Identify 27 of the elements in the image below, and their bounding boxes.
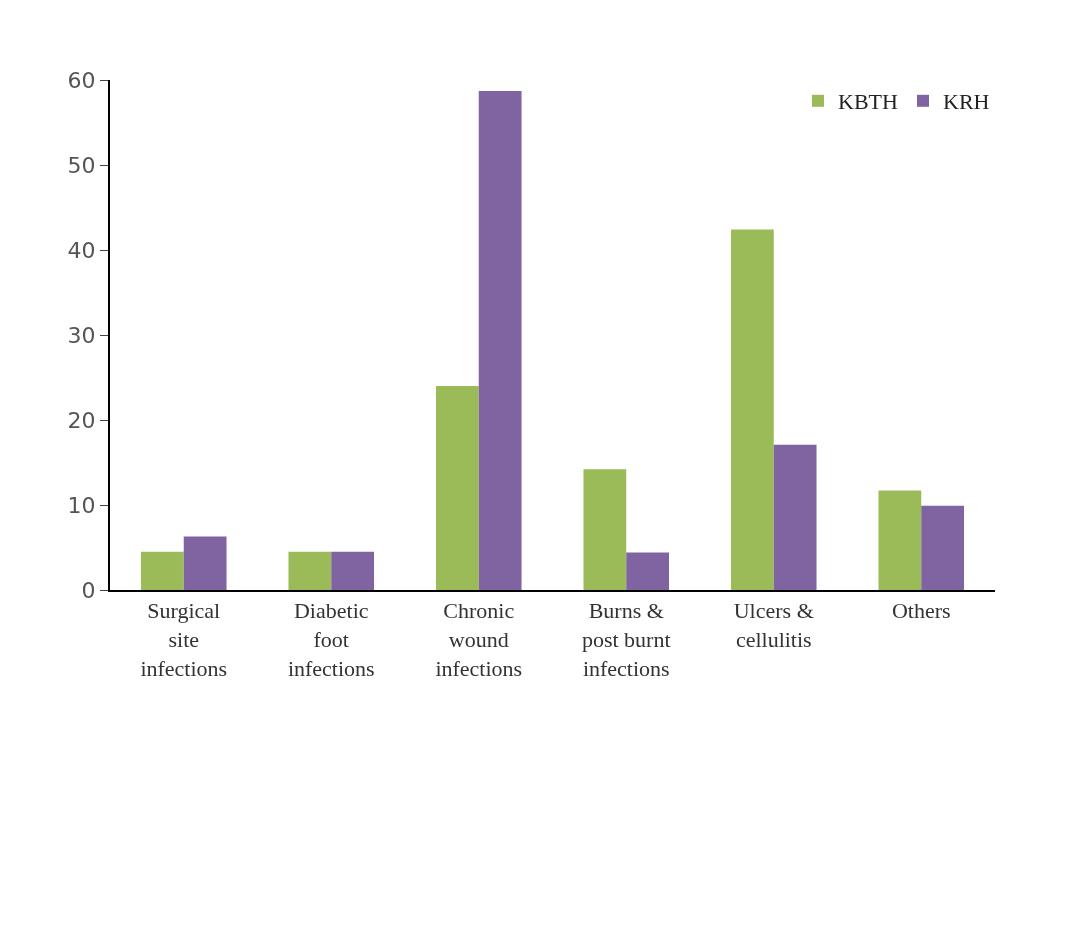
- x-tick-label: Ulcers & cellulitis: [733, 598, 814, 652]
- y-tick-label: 30: [67, 322, 96, 348]
- bar: [730, 229, 774, 590]
- bar: [140, 551, 184, 590]
- legend-label: KRH: [943, 89, 990, 115]
- x-tick-label: Burns & post burnt infections: [581, 598, 671, 681]
- bar: [921, 505, 965, 590]
- bar: [288, 551, 332, 590]
- legend-label: KBTH: [838, 89, 898, 115]
- bar: [478, 91, 522, 590]
- bar: [183, 536, 227, 590]
- bar: [435, 386, 479, 590]
- x-tick-label: Others: [891, 598, 951, 624]
- bar: [331, 551, 375, 590]
- bar: [583, 469, 627, 590]
- y-tick-label: 0: [81, 577, 96, 603]
- bar: [626, 552, 670, 590]
- y-tick-label: 40: [67, 237, 96, 263]
- y-tick-label: 10: [67, 492, 96, 518]
- x-tick-label: Chronic wound infections: [435, 598, 523, 681]
- bar: [773, 444, 817, 590]
- x-tick-label: Diabetic foot infections: [287, 598, 375, 681]
- bar: [878, 490, 922, 590]
- y-tick-label: 60: [67, 67, 96, 93]
- y-tick-label: 20: [67, 407, 96, 433]
- y-tick-label: 50: [67, 152, 96, 178]
- x-tick-label: Surgical site infections: [140, 598, 228, 681]
